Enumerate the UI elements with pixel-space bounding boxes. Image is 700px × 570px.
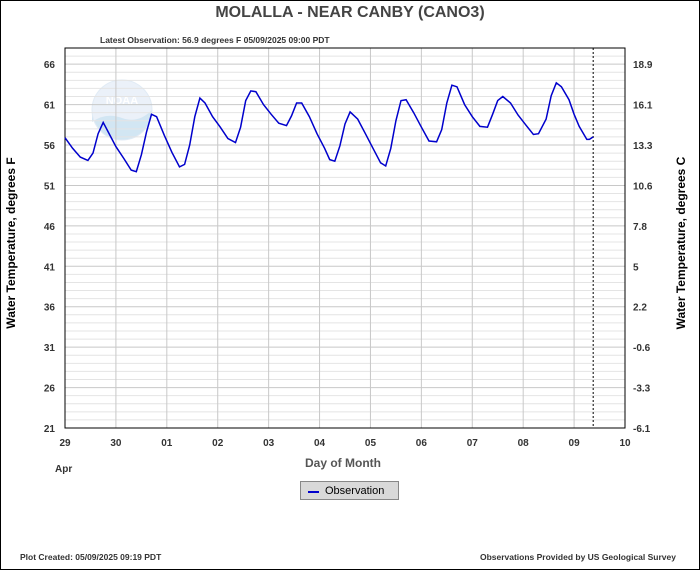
x-tick-label: 06 [416,438,428,449]
x-tick-label: 03 [263,438,275,449]
x-tick-label: 01 [161,438,173,449]
y-tick-label-right: -0.6 [633,343,651,354]
latest-observation-text: Latest Observation: 56.9 degrees F 05/09… [100,35,330,45]
y-tick-label-right: 2.2 [633,303,647,314]
y-tick-label-left: 66 [44,60,56,71]
chart-legend: Observation [300,481,399,500]
legend-swatch [308,491,319,493]
chart-title: MOLALLA - NEAR CANBY (CANO3) [215,4,485,21]
y-tick-label-right: 16.1 [633,101,653,112]
y-tick-label-right: 13.3 [633,141,653,152]
observation-series-line [64,81,594,173]
x-tick-label: 29 [59,438,71,449]
y-axis-label-left: Water Temperature, degrees F [4,157,18,328]
y-tick-label-left: 21 [44,424,56,435]
plot-area [64,47,626,429]
x-tick-label: 10 [619,438,631,449]
y-tick-label-left: 46 [44,222,56,233]
noaa-logo-text: NOAA [106,95,138,107]
data-source-text: Observations Provided by US Geological S… [479,552,676,562]
y-axis-label-right: Water Temperature, degrees C [674,156,688,329]
y-tick-label-left: 26 [44,384,56,395]
x-tick-label: 30 [110,438,122,449]
y-tick-label-right: 7.8 [633,222,647,233]
y-tick-label-left: 41 [44,262,56,273]
y-tick-label-right: 18.9 [633,60,653,71]
y-tick-label-right: 5 [633,262,639,273]
x-month-label: Apr [55,464,72,475]
y-tick-label-right: 10.6 [633,181,653,192]
y-tick-label-right: -6.1 [633,424,651,435]
y-tick-label-left: 36 [44,303,56,314]
x-tick-label: 07 [467,438,479,449]
x-tick-label: 08 [518,438,530,449]
x-axis-label: Day of Month [305,456,381,470]
y-tick-label-left: 31 [44,343,56,354]
y-tick-label-left: 56 [44,141,56,152]
x-tick-label: 04 [314,438,326,449]
legend-label: Observation [325,485,385,497]
y-tick-label-left: 51 [44,181,56,192]
x-tick-label: 09 [569,438,581,449]
noaa-logo-watermark: NOAA [91,79,153,141]
y-tick-label-right: -3.3 [633,384,651,395]
x-tick-label: 02 [212,438,224,449]
plot-created-text: Plot Created: 05/09/2025 09:19 PDT [20,552,162,562]
y-tick-label-left: 61 [44,101,56,112]
x-tick-label: 05 [365,438,377,449]
